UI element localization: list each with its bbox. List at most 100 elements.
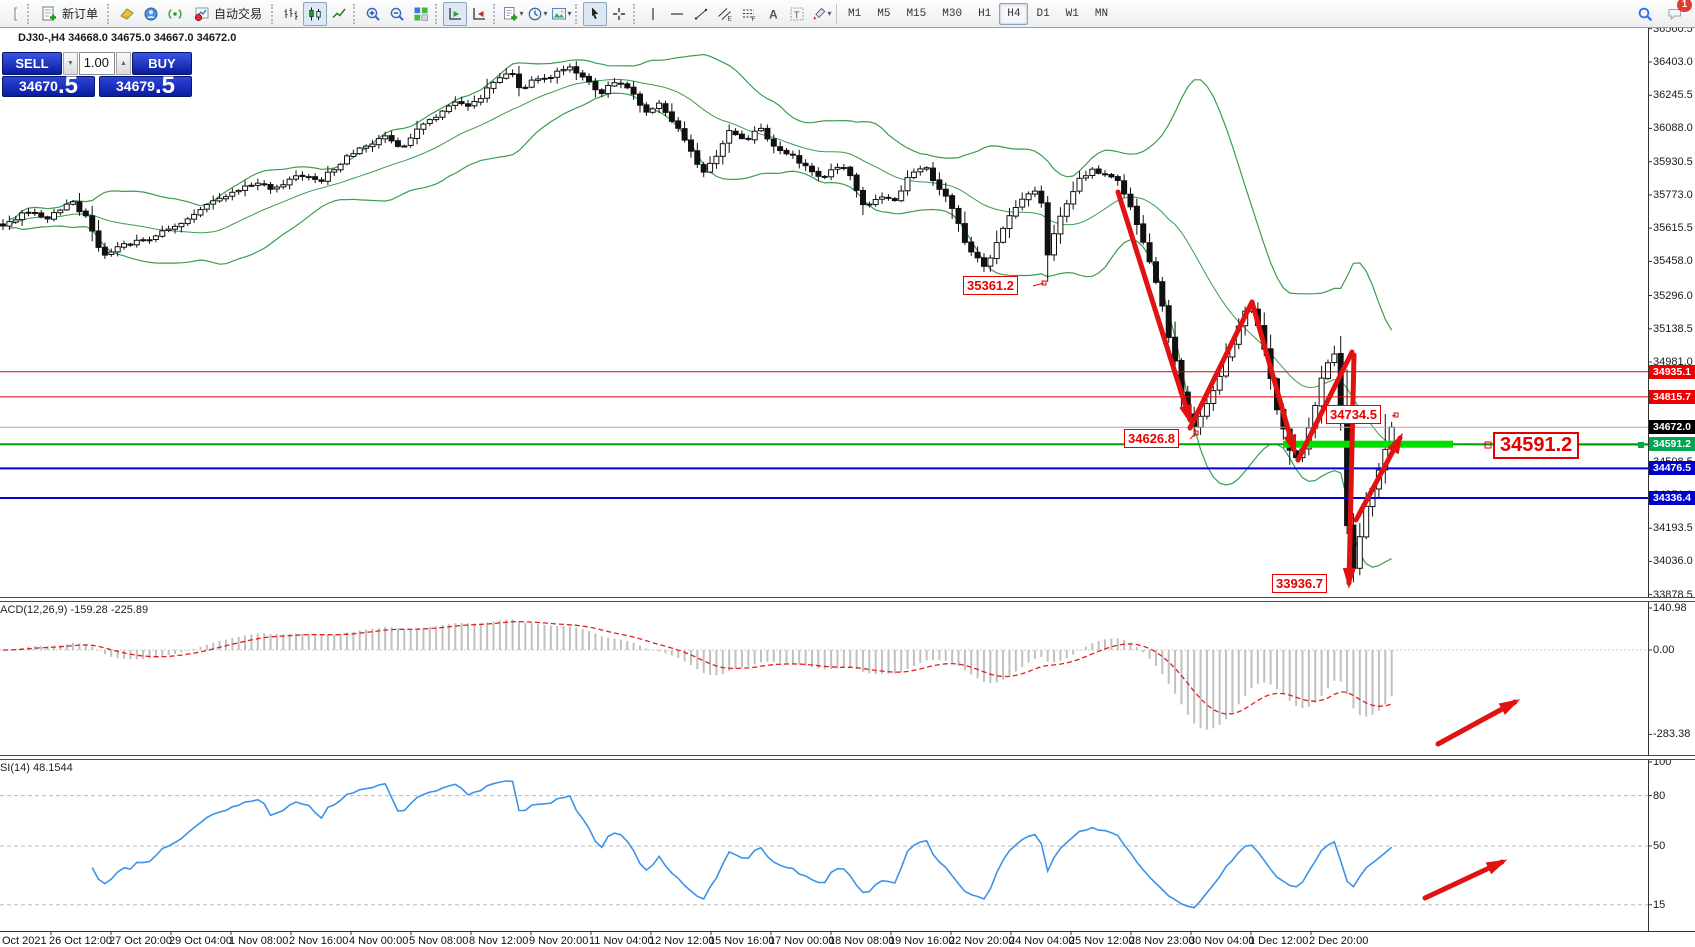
toolbar-grip[interactable] xyxy=(435,3,440,24)
toolbar-grip[interactable] xyxy=(107,3,112,24)
trend-arrow xyxy=(1295,349,1355,463)
eraser-button[interactable] xyxy=(115,2,139,26)
timeframe-m30[interactable]: M30 xyxy=(942,7,963,20)
signal-button[interactable] xyxy=(163,2,187,26)
clipped-doc-button[interactable] xyxy=(1,2,25,26)
cursor-button[interactable] xyxy=(583,1,608,26)
chevron-down-icon[interactable]: ▾ xyxy=(519,9,524,18)
toolbar-grip[interactable] xyxy=(271,3,276,24)
timeframe-m1[interactable]: M1 xyxy=(848,7,862,20)
time-tick-label: 18 Nov 08:00 xyxy=(829,935,895,947)
zoom-in-icon xyxy=(365,6,381,22)
price-tick-label: 36088.0 xyxy=(1653,122,1693,134)
vertical-line-button[interactable] xyxy=(641,2,665,26)
toolbar-grip[interactable] xyxy=(27,3,32,24)
zoom-out-button[interactable] xyxy=(385,2,409,26)
bars-chart-button[interactable] xyxy=(279,2,303,26)
timeframe-w1[interactable]: W1 xyxy=(1065,7,1079,20)
toolbar-grip[interactable] xyxy=(633,3,638,24)
key-level-callout[interactable]: 34591.2 xyxy=(1493,432,1580,459)
trend-arrow xyxy=(1249,299,1297,453)
rsi-axis-label: 50 xyxy=(1653,840,1666,852)
indicators-icon xyxy=(503,6,519,22)
candles-chart-button[interactable] xyxy=(303,1,328,26)
macd-axis-label: 140.98 xyxy=(1653,602,1687,614)
timeframe-h1[interactable]: H1 xyxy=(978,7,992,20)
toolbar-button-label: 新订单 xyxy=(62,7,99,21)
chevron-down-icon[interactable]: ▾ xyxy=(827,9,832,18)
price-tick-label: 36245.5 xyxy=(1653,89,1693,101)
time-tick-label: 5 Nov 08:00 xyxy=(409,935,469,947)
trendline-icon xyxy=(693,6,709,22)
price-tag: 34591.2 xyxy=(1649,437,1695,451)
sell-price[interactable]: 34670.5 xyxy=(2,74,95,98)
price-annotation-label[interactable]: 34734.5 xyxy=(1326,405,1381,424)
horizontal-line-icon xyxy=(669,6,685,22)
time-tick-label: 24 Nov 04:00 xyxy=(1009,935,1075,947)
tile-windows-button[interactable] xyxy=(409,2,433,26)
shapes-icon xyxy=(811,6,827,22)
svg-text:A: A xyxy=(769,7,778,21)
price-annotation-label[interactable]: 35361.2 xyxy=(963,276,1018,295)
one-click-trading-panel: SELL ▼ 1.00 ▲ BUY 34670.5 34679.5 xyxy=(2,52,192,98)
indicators-button[interactable]: ▾ xyxy=(501,2,525,26)
time-tick-label: 1 Nov 08:00 xyxy=(229,935,289,947)
time-tick-label: 27 Oct 20:00 xyxy=(109,935,172,947)
text-button[interactable]: A xyxy=(761,2,785,26)
price-annotation-label[interactable]: 33936.7 xyxy=(1272,574,1327,593)
chevron-down-icon[interactable]: ▾ xyxy=(567,9,572,18)
price-tick-label: 35773.0 xyxy=(1653,189,1693,201)
arrowhead xyxy=(1498,699,1521,715)
sell-button[interactable]: SELL xyxy=(2,52,62,75)
buy-button[interactable]: BUY xyxy=(132,52,192,75)
toolbar-grip[interactable] xyxy=(493,3,498,24)
auto-scroll-button[interactable] xyxy=(443,1,468,26)
toolbar-grip[interactable] xyxy=(353,3,358,24)
timeframe-m15[interactable]: M15 xyxy=(906,7,927,20)
timeframe-d1[interactable]: D1 xyxy=(1036,7,1050,20)
periods-icon xyxy=(527,6,543,22)
macd-panel-divider[interactable] xyxy=(0,597,1695,602)
macd-axis-label: -283.38 xyxy=(1653,728,1691,740)
profile-button[interactable] xyxy=(139,2,163,26)
crosshair-button[interactable] xyxy=(607,2,631,26)
fibonacci-button[interactable]: F xyxy=(737,2,761,26)
new-order-icon xyxy=(42,6,58,22)
price-tick-label: 35296.0 xyxy=(1653,290,1693,302)
line-chart-button[interactable] xyxy=(327,2,351,26)
timeframe-mn[interactable]: MN xyxy=(1094,7,1109,20)
arrowhead xyxy=(1179,403,1192,426)
templates-button[interactable]: ▾ xyxy=(549,2,573,26)
periods-button[interactable]: ▾ xyxy=(525,2,549,26)
channel-button[interactable]: E xyxy=(713,2,737,26)
chart-shift-button[interactable] xyxy=(467,2,491,26)
notifications-button[interactable]: 1 xyxy=(1663,0,1692,26)
horizontal-line-button[interactable] xyxy=(665,2,689,26)
timeframe-h4[interactable]: H4 xyxy=(999,2,1029,25)
rsi-panel-divider[interactable] xyxy=(0,755,1695,760)
auto-trading-button[interactable]: 自动交易 xyxy=(187,2,269,26)
new-order-button[interactable]: 新订单 xyxy=(35,2,105,26)
chevron-down-icon[interactable]: ▾ xyxy=(543,9,548,18)
price-tick-label: 34036.0 xyxy=(1653,555,1693,567)
search-button[interactable] xyxy=(1633,2,1657,26)
bollinger-bands xyxy=(9,53,1393,568)
timeframe-m5[interactable]: M5 xyxy=(877,7,891,20)
text-label-button[interactable]: T xyxy=(785,2,809,26)
shapes-button[interactable]: ▾ xyxy=(809,2,833,26)
buy-price[interactable]: 34679.5 xyxy=(99,74,192,98)
toolbar-grip[interactable] xyxy=(575,3,580,24)
rsi-axis-label: 80 xyxy=(1653,790,1666,802)
notification-badge: 1 xyxy=(1677,0,1692,12)
price-tag: 34815.7 xyxy=(1649,390,1695,404)
time-axis-month-label: Oct 2021 xyxy=(2,935,47,947)
volume-increase-button[interactable]: ▲ xyxy=(116,52,131,75)
volume-decrease-button[interactable]: ▼ xyxy=(63,52,78,75)
volume-input[interactable]: 1.00 xyxy=(79,52,115,75)
price-annotation-label[interactable]: 34626.8 xyxy=(1124,429,1179,448)
zoom-in-button[interactable] xyxy=(361,2,385,26)
candlesticks xyxy=(0,61,1395,583)
trendline-button[interactable] xyxy=(689,2,713,26)
